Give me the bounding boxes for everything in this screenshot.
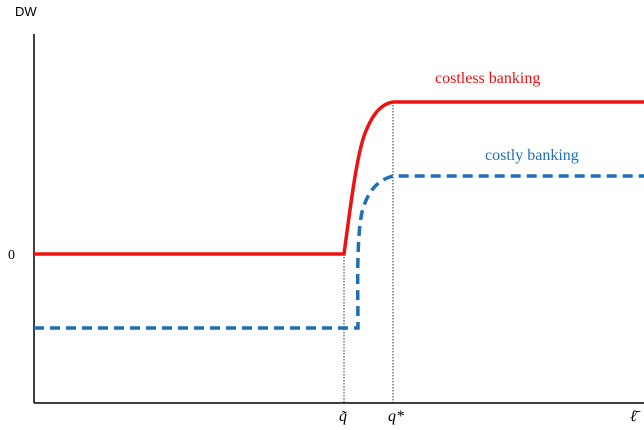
series-label-costly-banking: costly banking: [485, 147, 579, 164]
x-tick-label-q-star: q*: [388, 408, 404, 425]
y-axis-label: DW: [15, 4, 37, 19]
x-tick-label-q-tilde: q̃: [339, 408, 348, 425]
series-line-costly-banking: [34, 174, 644, 330]
y-tick-label-zero: 0: [8, 248, 15, 263]
x-tick-label-l-bar: ℓ̄: [630, 408, 641, 425]
series-line-costless-banking: [34, 100, 644, 256]
series-label-costless-banking: costless banking: [435, 70, 540, 87]
